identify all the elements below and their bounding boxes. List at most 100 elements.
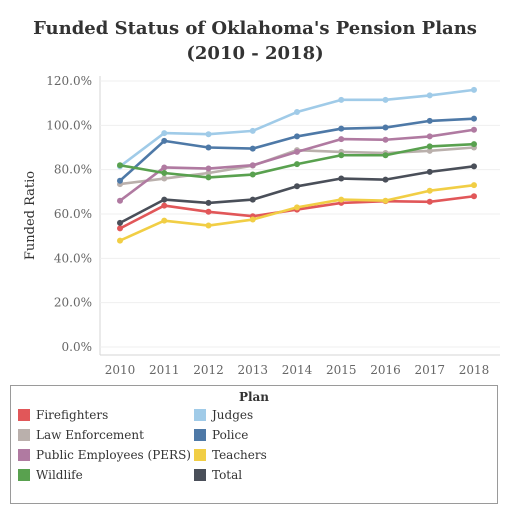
data-point-total	[338, 175, 345, 182]
data-point-wildlife	[249, 171, 256, 178]
data-point-teachers	[205, 222, 212, 229]
data-point-judges	[205, 131, 212, 138]
legend-swatch	[18, 429, 30, 441]
y-axis-title: Funded Ratio	[23, 171, 38, 260]
data-point-police	[249, 145, 256, 152]
data-point-teachers	[294, 204, 300, 211]
data-point-total	[205, 199, 212, 206]
legend-label: Teachers	[212, 448, 267, 462]
data-point-public-employees-pers	[338, 136, 345, 143]
data-point-law-enforcement	[161, 175, 168, 182]
chart-title-line2: (2010 - 2018)	[186, 43, 324, 64]
data-point-total	[471, 163, 477, 170]
x-tick-label: 2017	[414, 363, 445, 377]
data-point-teachers	[426, 187, 433, 194]
legend-label: Total	[212, 468, 243, 482]
x-tick-label: 2015	[326, 363, 357, 377]
y-tick-label: 100.0%	[46, 118, 92, 132]
data-point-firefighters	[426, 198, 433, 205]
x-tick-label: 2013	[237, 363, 268, 377]
legend-label: Public Employees (PERS)	[36, 448, 191, 462]
legend-item: Public Employees (PERS)	[18, 447, 191, 463]
data-point-wildlife	[382, 152, 389, 159]
legend-title: Plan	[238, 390, 270, 404]
y-tick-label: 0.0%	[62, 340, 93, 354]
legend-label: Police	[212, 428, 249, 442]
data-point-firefighters	[471, 193, 477, 200]
chart-title-line1: Funded Status of Oklahoma's Pension Plan…	[33, 18, 477, 39]
legend-item: Total	[194, 467, 242, 483]
data-point-law-enforcement	[426, 147, 433, 154]
data-point-teachers	[249, 216, 256, 223]
data-point-public-employees-pers	[161, 164, 168, 171]
data-point-total	[426, 168, 433, 175]
legend-item: Judges	[194, 407, 253, 423]
data-point-public-employees-pers	[205, 165, 212, 172]
data-point-teachers	[471, 182, 477, 189]
x-tick-label: 2011	[149, 363, 180, 377]
data-point-judges	[249, 127, 256, 134]
data-point-public-employees-pers	[294, 148, 300, 155]
chart-title: Funded Status of Oklahoma's Pension Plan…	[0, 16, 510, 66]
data-point-firefighters	[161, 202, 168, 209]
x-tick-label: 2014	[282, 363, 313, 377]
data-point-police	[161, 137, 168, 144]
data-point-wildlife	[426, 143, 433, 150]
legend-swatch	[18, 409, 30, 421]
data-point-judges	[382, 96, 389, 103]
x-tick-label: 2018	[459, 363, 490, 377]
legend-item: Firefighters	[18, 407, 108, 423]
data-point-police	[382, 124, 389, 131]
data-point-public-employees-pers	[426, 133, 433, 140]
legend-label: Firefighters	[36, 408, 109, 422]
data-point-law-enforcement	[205, 169, 212, 176]
data-point-police	[117, 177, 123, 184]
legend-swatch	[194, 409, 206, 421]
legend-item: Law Enforcement	[18, 427, 144, 443]
legend-item: Teachers	[194, 447, 267, 463]
data-point-police	[426, 117, 433, 124]
y-tick-label: 40.0%	[54, 251, 92, 265]
data-point-police	[205, 144, 212, 151]
legend-label: Wildlife	[36, 468, 83, 482]
legend-swatch	[18, 449, 30, 461]
data-point-total	[382, 176, 389, 183]
data-point-wildlife	[205, 174, 212, 181]
data-point-public-employees-pers	[117, 197, 123, 204]
series-line-teachers	[118, 183, 476, 242]
data-point-judges	[338, 96, 345, 103]
line-chart: 0.0% 20.0% 40.0% 60.0% 80.0% 100.0% 120.0% 2010…	[23, 74, 500, 377]
data-point-judges	[294, 109, 300, 116]
legend-swatch	[18, 469, 30, 481]
data-point-total	[249, 196, 256, 203]
data-point-wildlife	[471, 141, 477, 148]
x-tick-label: 2012	[193, 363, 224, 377]
data-point-teachers	[161, 217, 168, 224]
y-tick-label: 80.0%	[54, 163, 92, 177]
legend: Plan Firefighters Judges Law Enforcement Po…	[10, 385, 498, 504]
data-point-firefighters	[205, 208, 212, 215]
legend-label: Law Enforcement	[36, 428, 144, 442]
legend-item: Police	[194, 427, 248, 443]
data-point-public-employees-pers	[249, 162, 256, 169]
data-point-public-employees-pers	[471, 126, 477, 133]
x-tick-label: 2016	[370, 363, 401, 377]
data-point-police	[471, 115, 477, 122]
y-tick-label: 120.0%	[46, 74, 92, 88]
data-point-teachers	[117, 237, 123, 244]
data-point-teachers	[382, 197, 389, 204]
data-point-judges	[426, 92, 433, 99]
data-point-police	[294, 133, 300, 140]
x-tick-label: 2010	[105, 363, 136, 377]
data-point-total	[161, 196, 168, 203]
legend-label: Judges	[212, 408, 254, 422]
data-point-wildlife	[338, 152, 345, 159]
data-point-wildlife	[161, 169, 168, 176]
legend-swatch	[194, 449, 206, 461]
data-point-police	[338, 125, 345, 132]
data-point-wildlife	[117, 162, 123, 169]
data-point-firefighters	[117, 225, 123, 232]
data-point-teachers	[338, 196, 345, 203]
data-point-total	[117, 219, 123, 226]
legend-swatch	[194, 469, 206, 481]
